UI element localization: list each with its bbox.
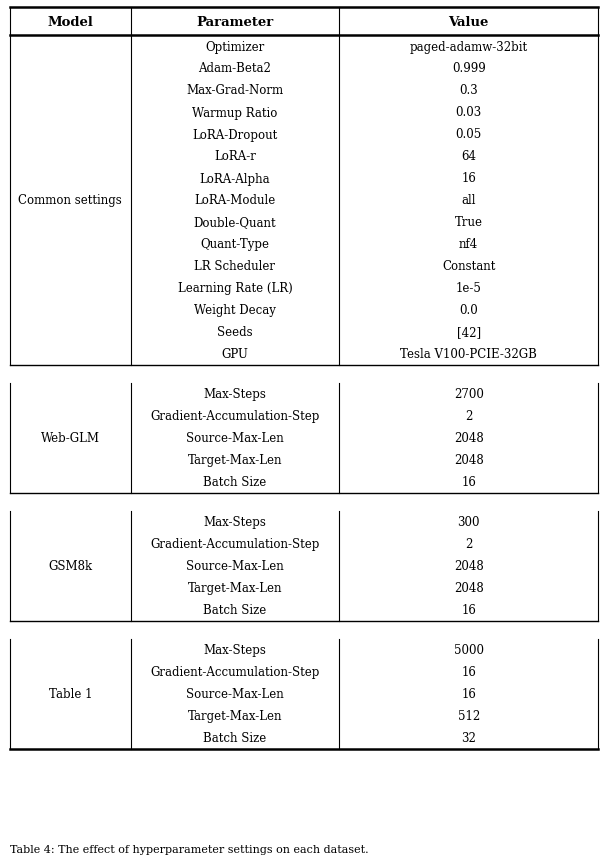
- Text: Max-Steps: Max-Steps: [204, 644, 266, 657]
- Text: Adam-Beta2: Adam-Beta2: [198, 63, 271, 76]
- Text: GSM8k: GSM8k: [48, 560, 92, 573]
- Text: GPU: GPU: [221, 348, 248, 361]
- Text: 16: 16: [461, 666, 476, 678]
- Text: Batch Size: Batch Size: [203, 476, 266, 489]
- Text: Table 1: Table 1: [49, 688, 92, 701]
- Text: Warmup Ratio: Warmup Ratio: [192, 107, 278, 120]
- Text: Table 4: The effect of hyperparameter settings on each dataset.: Table 4: The effect of hyperparameter se…: [10, 844, 368, 854]
- Text: 0.0: 0.0: [459, 304, 478, 317]
- Text: True: True: [455, 216, 483, 229]
- Text: Tesla V100-PCIE-32GB: Tesla V100-PCIE-32GB: [400, 348, 537, 361]
- Text: Batch Size: Batch Size: [203, 604, 266, 616]
- Text: 32: 32: [461, 732, 476, 745]
- Text: 16: 16: [461, 476, 476, 489]
- Text: 5000: 5000: [454, 644, 483, 657]
- Text: Target-Max-Len: Target-Max-Len: [188, 454, 282, 467]
- Text: Max-Steps: Max-Steps: [204, 388, 266, 401]
- Text: 0.05: 0.05: [455, 128, 482, 141]
- Text: 16: 16: [461, 604, 476, 616]
- Text: Double-Quant: Double-Quant: [193, 216, 276, 229]
- Text: 2: 2: [465, 410, 472, 423]
- Text: 2048: 2048: [454, 454, 483, 467]
- Text: 64: 64: [461, 151, 476, 164]
- Text: LoRA-r: LoRA-r: [214, 151, 256, 164]
- Text: Seeds: Seeds: [217, 326, 253, 339]
- Text: 2: 2: [465, 538, 472, 551]
- Text: Source-Max-Len: Source-Max-Len: [186, 560, 284, 573]
- Text: Source-Max-Len: Source-Max-Len: [186, 688, 284, 701]
- Text: Target-Max-Len: Target-Max-Len: [188, 582, 282, 595]
- Text: Common settings: Common settings: [18, 195, 122, 208]
- Text: LoRA-Alpha: LoRA-Alpha: [199, 172, 270, 185]
- Text: 2048: 2048: [454, 582, 483, 595]
- Text: 2048: 2048: [454, 560, 483, 573]
- Text: paged-adamw-32bit: paged-adamw-32bit: [410, 40, 528, 53]
- Text: [42]: [42]: [457, 326, 481, 339]
- Text: 16: 16: [461, 688, 476, 701]
- Text: Max-Grad-Norm: Max-Grad-Norm: [186, 84, 283, 97]
- Text: Quant-Type: Quant-Type: [201, 238, 269, 251]
- Text: 512: 512: [457, 709, 480, 722]
- Text: 300: 300: [457, 516, 480, 529]
- Text: Optimizer: Optimizer: [206, 40, 264, 53]
- Text: all: all: [461, 195, 476, 208]
- Text: Gradient-Accumulation-Step: Gradient-Accumulation-Step: [150, 666, 320, 678]
- Text: LoRA-Module: LoRA-Module: [195, 195, 275, 208]
- Text: Value: Value: [449, 15, 489, 28]
- Text: Weight Decay: Weight Decay: [194, 304, 276, 317]
- Text: 2700: 2700: [454, 388, 483, 401]
- Text: 1e-5: 1e-5: [456, 282, 482, 295]
- Text: Constant: Constant: [442, 260, 496, 273]
- Text: 16: 16: [461, 172, 476, 185]
- Text: Model: Model: [47, 15, 93, 28]
- Text: Gradient-Accumulation-Step: Gradient-Accumulation-Step: [150, 410, 320, 423]
- Text: Max-Steps: Max-Steps: [204, 516, 266, 529]
- Text: Learning Rate (LR): Learning Rate (LR): [178, 282, 292, 295]
- Text: Web-GLM: Web-GLM: [41, 432, 100, 445]
- Text: 2048: 2048: [454, 432, 483, 445]
- Text: 0.999: 0.999: [452, 63, 486, 76]
- Text: LR Scheduler: LR Scheduler: [195, 260, 275, 273]
- Text: 0.03: 0.03: [455, 107, 482, 120]
- Text: Gradient-Accumulation-Step: Gradient-Accumulation-Step: [150, 538, 320, 551]
- Text: 0.3: 0.3: [459, 84, 478, 97]
- Text: Parameter: Parameter: [196, 15, 274, 28]
- Text: Source-Max-Len: Source-Max-Len: [186, 432, 284, 445]
- Text: LoRA-Dropout: LoRA-Dropout: [192, 128, 277, 141]
- Text: Target-Max-Len: Target-Max-Len: [188, 709, 282, 722]
- Text: Batch Size: Batch Size: [203, 732, 266, 745]
- Text: nf4: nf4: [459, 238, 478, 251]
